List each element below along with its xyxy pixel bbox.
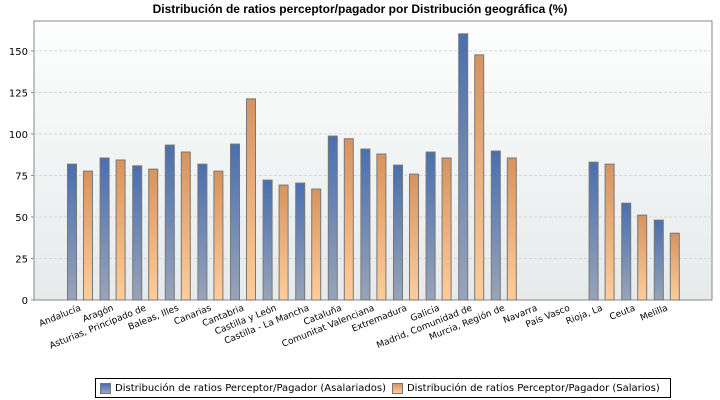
bar-asalariados: [197, 163, 208, 301]
bar-salarios: [213, 170, 224, 301]
legend-item-asalariados: Distribución de ratios Perceptor/Pagador…: [100, 382, 386, 394]
bar-asalariados: [99, 157, 110, 301]
bar-salarios: [441, 157, 452, 301]
bar-salarios: [604, 163, 615, 301]
bar-asalariados: [132, 165, 143, 301]
legend-label: Distribución de ratios Perceptor/Pagador…: [406, 382, 660, 394]
bar-salarios: [115, 159, 126, 301]
bar-asalariados: [653, 219, 664, 301]
bar-asalariados: [230, 143, 240, 301]
legend-swatch: [391, 382, 403, 394]
y-tick-label: 75: [15, 171, 28, 182]
legend-label: Distribución de ratios Perceptor/Pagador…: [115, 382, 386, 394]
legend: Distribución de ratios Perceptor/Pagador…: [95, 378, 671, 398]
bar-salarios: [343, 138, 354, 301]
bar-salarios: [409, 173, 419, 301]
y-tick-label: 100: [9, 130, 28, 141]
bar-salarios: [83, 170, 93, 301]
bar-asalariados: [295, 182, 306, 301]
bar-asalariados: [393, 164, 403, 301]
bar-asalariados: [621, 202, 632, 301]
bar-salarios: [180, 151, 191, 301]
bar-asalariados: [164, 144, 175, 301]
bar-salarios: [376, 153, 387, 301]
bar-asalariados: [327, 135, 338, 301]
bar-salarios: [637, 214, 648, 301]
x-tick-label: Ceuta: [608, 304, 636, 323]
bar-salarios: [669, 232, 680, 301]
bar-asalariados: [458, 33, 469, 301]
bar-asalariados: [588, 161, 599, 301]
y-tick-label: 150: [9, 47, 28, 58]
y-tick-label: 50: [15, 213, 28, 224]
x-tick-label: Rioja, La: [565, 304, 604, 328]
y-tick-label: 25: [15, 254, 28, 265]
bar-salarios: [311, 188, 322, 301]
bar-asalariados: [360, 148, 371, 301]
y-tick-label: 0: [22, 296, 28, 307]
chart-title: Distribución de ratios perceptor/pagador…: [152, 2, 568, 16]
bar-asalariados: [67, 163, 77, 301]
bar-asalariados: [425, 151, 436, 301]
bar-salarios: [278, 184, 289, 301]
bar-asalariados: [490, 150, 501, 301]
plot-area: [33, 20, 713, 301]
bar-salarios: [474, 54, 485, 301]
bar-salarios: [246, 98, 256, 301]
bar-asalariados: [262, 179, 273, 301]
bar-salarios: [506, 157, 517, 301]
x-tick-label: Melilla: [639, 304, 669, 324]
legend-swatch: [100, 382, 111, 394]
x-tick-label: Andalucía: [38, 304, 83, 330]
legend-item-salarios: Distribución de ratios Perceptor/Pagador…: [391, 382, 660, 394]
y-tick-label: 125: [9, 88, 28, 99]
bar-salarios: [148, 168, 159, 301]
